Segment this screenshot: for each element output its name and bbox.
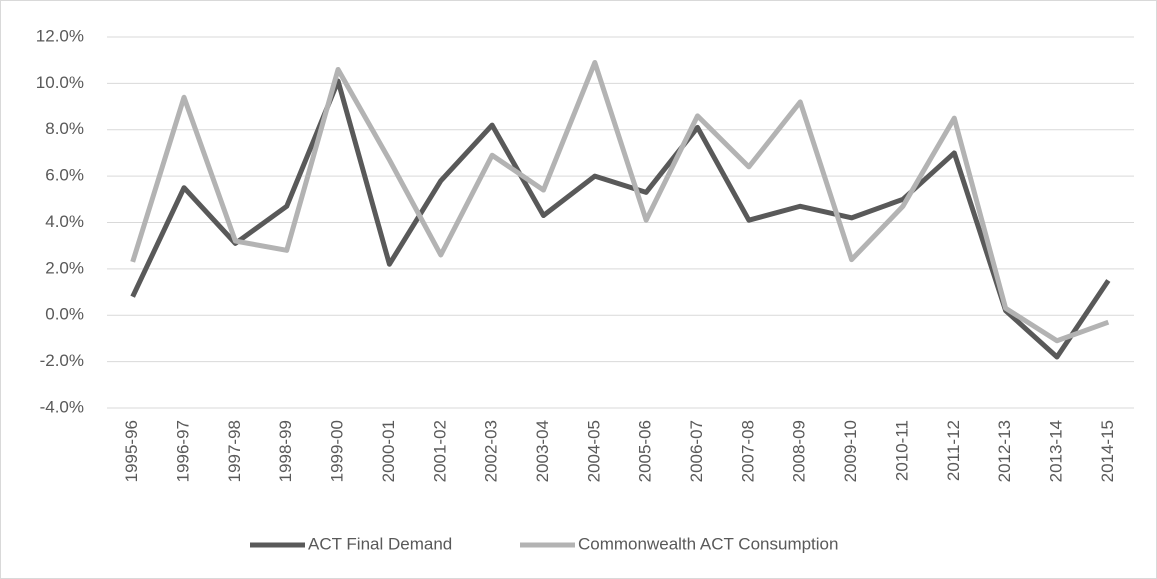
y-tick-label: 10.0% [36,73,84,92]
series-line [130,78,1111,360]
legend-label: Commonwealth ACT Consumption [578,534,838,553]
x-tick-label: 2003-04 [533,420,552,482]
y-tick-label: -2.0% [40,351,84,370]
x-tick-label: 2001-02 [430,420,449,482]
y-tick-label: -4.0% [40,397,84,416]
series-line [130,60,1110,344]
y-tick-label: 6.0% [45,166,84,185]
y-tick-label: 8.0% [45,119,84,138]
x-tick-label: 1996-97 [174,420,193,482]
y-tick-label: 2.0% [45,258,84,277]
x-tick-label: 2011-12 [944,420,963,481]
x-tick-label: 2005-06 [636,420,655,482]
x-tick-label: 1997-98 [225,420,244,482]
x-tick-label: 2012-13 [995,420,1014,482]
x-tick-label: 2008-09 [790,420,809,482]
x-tick-label: 1998-99 [276,420,295,482]
y-tick-label: 4.0% [45,212,84,231]
x-tick-label: 2000-01 [379,420,398,482]
x-tick-label: 2004-05 [584,420,603,482]
x-tick-label: 2006-07 [687,420,706,482]
y-tick-label: 12.0% [36,26,84,45]
legend-label: ACT Final Demand [308,534,452,553]
y-tick-label: 0.0% [45,305,84,324]
x-tick-label: 2009-10 [841,420,860,482]
x-tick-label: 2013-14 [1046,420,1065,482]
x-tick-label: 1999-00 [328,420,347,482]
x-tick-label: 2002-03 [482,420,501,482]
x-tick-label: 1995-96 [122,420,141,482]
x-tick-label: 2014-15 [1098,420,1117,482]
x-tick-label: 2007-08 [738,420,757,482]
x-tick-label: 2010-11 [892,420,911,481]
